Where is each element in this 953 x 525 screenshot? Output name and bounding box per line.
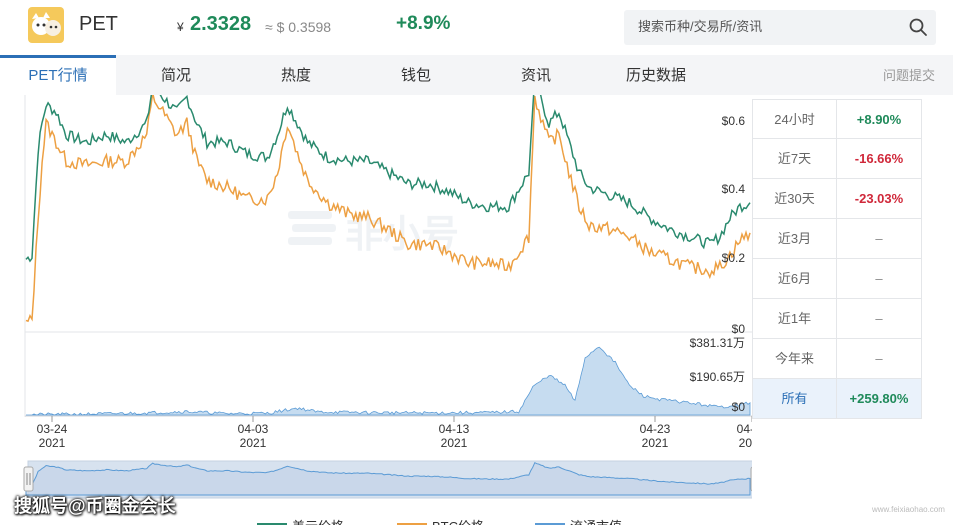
legend-swatch-usd <box>257 523 287 525</box>
stat-label: 24小时 <box>753 100 837 138</box>
stat-value: – <box>875 351 883 366</box>
stat-row-24h[interactable]: 24小时 +8.90% <box>752 99 922 139</box>
stat-value: -23.03% <box>854 191 904 206</box>
x-tick-date: 04-27 <box>737 422 752 436</box>
watermark-logo: 非小号 <box>288 211 459 256</box>
cny-price: 2.3328 <box>190 13 252 35</box>
price-tick-0.6: $0.6 <box>722 114 746 128</box>
stat-value: – <box>875 231 883 246</box>
stat-row-ytd[interactable]: 今年来 – <box>752 339 922 379</box>
feedback-link[interactable]: 问题提交 <box>882 68 935 83</box>
x-tick-year: 2021 <box>642 436 669 450</box>
x-tick-date: 04-13 <box>439 422 470 436</box>
stat-value: +8.90% <box>856 112 902 127</box>
volume-area <box>26 346 751 416</box>
site-watermark: www.feixiaohao.com <box>872 505 945 514</box>
navigator-right-handle[interactable] <box>750 466 752 492</box>
stat-row-30d[interactable]: 近30天 -23.03% <box>752 179 922 219</box>
legend-usd[interactable]: 美元价格 <box>292 516 344 525</box>
tab-overview[interactable]: 简况 <box>160 67 191 84</box>
stat-value: – <box>875 271 883 286</box>
stat-row-all[interactable]: 所有 +259.80% <box>752 379 922 419</box>
range-navigator[interactable] <box>23 460 752 499</box>
stat-value: -16.66% <box>854 151 904 166</box>
coin-logo <box>28 7 64 43</box>
stat-label: 近3月 <box>753 219 837 258</box>
legend-swatch-btc <box>397 523 427 525</box>
x-tick-date: 04-03 <box>238 422 269 436</box>
volume-tick-max: $381.31万 <box>690 336 745 350</box>
stat-label: 近7天 <box>753 139 837 178</box>
stat-label: 今年来 <box>753 339 837 378</box>
performance-table: 24小时 +8.90% 近7天 -16.66% 近30天 -23.03% 近3月… <box>752 99 922 419</box>
coin-name: PET <box>79 13 118 35</box>
x-tick-0324: 03-24 2021 <box>37 416 68 450</box>
source-watermark: 搜狐号@币圈金会长 <box>14 496 176 516</box>
stat-value: +259.80% <box>849 391 909 406</box>
x-tick-year: 2021 <box>739 436 752 450</box>
price-chart: 非小号 $0.6 $0.4 $0.2 $0 $381.31万 $190.65万 … <box>23 95 752 499</box>
search-box[interactable] <box>624 10 936 45</box>
tab-bar: PET行情 简况 热度 钱包 资讯 历史数据 问题提交 <box>0 55 953 95</box>
tab-wallet[interactable]: 钱包 <box>400 67 431 84</box>
x-tick-date: 03-24 <box>37 422 68 436</box>
volume-tick-mid: $190.65万 <box>690 370 745 384</box>
stat-value: – <box>875 311 883 326</box>
stat-row-7d[interactable]: 近7天 -16.66% <box>752 139 922 179</box>
stat-label: 近6月 <box>753 259 837 298</box>
cny-symbol: ¥ <box>177 20 184 34</box>
volume-tick-zero: $0 <box>732 400 746 414</box>
tab-market[interactable]: PET行情 <box>0 55 116 95</box>
coin-header: PET ¥ 2.3328 ≈ $ 0.3598 +8.9% <box>0 0 953 55</box>
stat-label: 近1年 <box>753 299 837 338</box>
x-tick-year: 2021 <box>240 436 267 450</box>
stat-row-6m[interactable]: 近6月 – <box>752 259 922 299</box>
usd-price: ≈ $ 0.3598 <box>265 19 332 35</box>
legend-marketcap[interactable]: 流通市值 <box>570 516 622 525</box>
search-icon[interactable] <box>908 17 928 37</box>
tab-popularity[interactable]: 热度 <box>280 67 311 84</box>
stat-row-1y[interactable]: 近1年 – <box>752 299 922 339</box>
tab-news[interactable]: 资讯 <box>520 67 551 84</box>
legend-btc[interactable]: BTC价格 <box>432 516 484 525</box>
x-tick-year: 2021 <box>441 436 468 450</box>
price-tick-0.4: $0.4 <box>722 182 746 196</box>
x-tick-0427: 04-27 2021 <box>737 416 752 450</box>
x-tick-date: 04-23 <box>640 422 671 436</box>
price-change-badge: +8.9% <box>396 13 451 34</box>
x-tick-0403: 04-03 2021 <box>238 416 269 450</box>
navigator-left-handle[interactable] <box>23 466 34 492</box>
price-tick-0.2: $0.2 <box>722 251 746 265</box>
stat-label: 近30天 <box>753 179 837 218</box>
x-tick-year: 2021 <box>39 436 66 450</box>
x-tick-0413: 04-13 2021 <box>439 416 470 450</box>
stat-row-3m[interactable]: 近3月 – <box>752 219 922 259</box>
tab-history[interactable]: 历史数据 <box>625 67 686 84</box>
price-tick-0: $0 <box>732 322 746 336</box>
stat-label: 所有 <box>753 379 837 418</box>
legend-swatch-marketcap <box>535 523 565 525</box>
x-tick-0423: 04-23 2021 <box>640 416 671 450</box>
navigator-line <box>25 462 751 496</box>
btc-price-line <box>25 95 751 323</box>
search-input[interactable] <box>638 19 898 34</box>
usd-price-line <box>25 95 751 263</box>
